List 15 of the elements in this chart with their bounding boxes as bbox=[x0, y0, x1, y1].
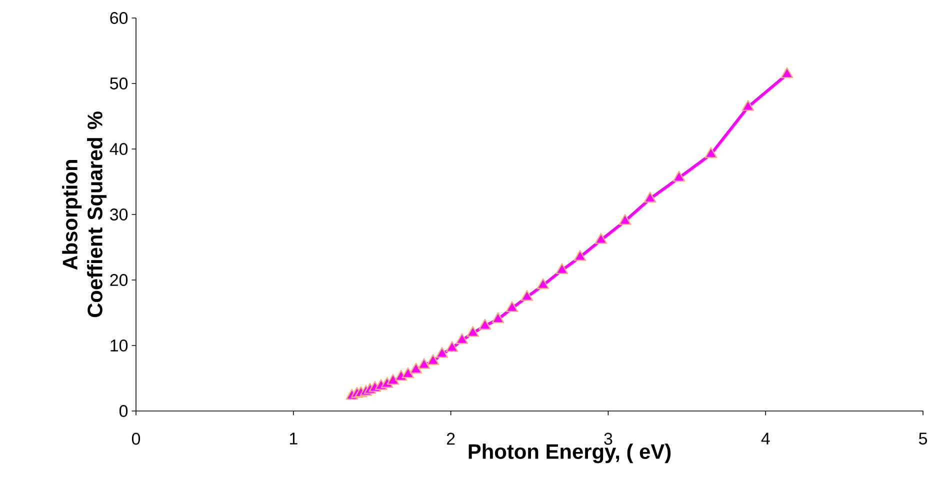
y-tick-label: 20 bbox=[110, 274, 128, 286]
y-tick-label: 40 bbox=[110, 143, 128, 155]
y-axis-title: Absorption Coeffient Squared % bbox=[62, 112, 107, 318]
x-tick-label: 4 bbox=[761, 432, 770, 444]
x-tick-label: 2 bbox=[446, 432, 455, 445]
x-tick-label: 1 bbox=[290, 432, 298, 444]
x-tick-label: 0 bbox=[132, 432, 140, 445]
x-tick-label: 5 bbox=[918, 432, 927, 445]
y-tick-label: 10 bbox=[110, 340, 128, 352]
y-tick-label: 0 bbox=[119, 405, 128, 417]
y-tick-label: 30 bbox=[110, 208, 128, 220]
y-tick-label: 50 bbox=[110, 78, 128, 90]
x-axis-title: Photon Energy, ( eV) bbox=[468, 444, 671, 464]
y-tick-label: 60 bbox=[110, 12, 128, 24]
x-tick-label: 3 bbox=[604, 432, 612, 445]
